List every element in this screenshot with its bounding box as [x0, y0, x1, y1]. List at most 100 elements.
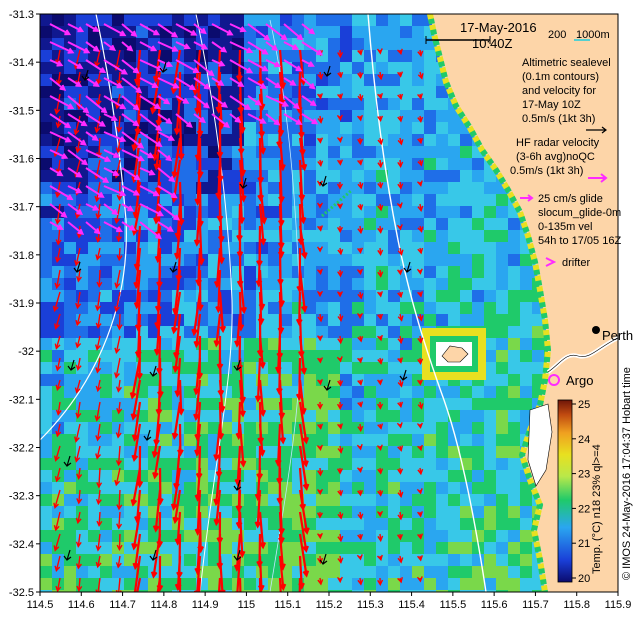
- altimetry-arrow: [254, 489, 262, 529]
- drifter-vector: [323, 379, 332, 391]
- altimetry-arrow: [356, 554, 363, 561]
- hf-radar-arrow: [121, 131, 145, 149]
- sst-cell: [364, 218, 376, 230]
- sst-cell: [88, 302, 100, 314]
- sst-cell: [364, 386, 376, 398]
- sst-cell: [304, 122, 316, 134]
- sst-cell: [220, 134, 232, 146]
- sst-cell: [280, 254, 292, 266]
- sst-cell: [496, 266, 508, 278]
- sst-cell: [232, 14, 244, 26]
- hf-radar-arrow: [103, 59, 129, 75]
- sst-cell: [40, 326, 52, 338]
- sst-cell: [532, 362, 544, 374]
- sst-cell: [100, 518, 112, 530]
- sst-cell: [244, 122, 256, 134]
- hf-radar-arrow: [103, 203, 119, 216]
- altimetry-arrow: [336, 356, 343, 363]
- sst-cell: [148, 398, 160, 410]
- hf-radar-arrow: [67, 23, 85, 33]
- sst-cell: [292, 266, 304, 278]
- credit-text: © IMOS 24-May-2016 17:04:37 Hobart time: [621, 367, 633, 580]
- sst-cell: [304, 326, 316, 338]
- sst-cell: [160, 458, 172, 470]
- sst-cell: [328, 506, 340, 518]
- sst-cell: [472, 590, 484, 592]
- sst-cell: [40, 542, 52, 554]
- sst-cell: [172, 590, 184, 592]
- sst-cell: [112, 494, 124, 506]
- altimetry-arrow: [356, 466, 363, 474]
- sst-cell: [448, 134, 460, 146]
- altimetry-arrow: [357, 379, 364, 386]
- sst-cell: [340, 422, 352, 434]
- hf-radar-arrow: [283, 113, 303, 125]
- sst-cell: [244, 206, 256, 218]
- sst-cell: [76, 242, 88, 254]
- sst-cell: [100, 242, 112, 254]
- sst-cell: [412, 590, 424, 592]
- sst-cell: [220, 350, 232, 362]
- sst-cell: [208, 218, 220, 230]
- altimetry-arrow: [116, 511, 123, 530]
- sst-cell: [220, 14, 232, 26]
- sst-cell: [496, 374, 508, 386]
- sst-cell: [412, 542, 424, 554]
- sst-cell: [160, 542, 172, 554]
- sst-cell: [400, 362, 412, 374]
- sst-cell: [508, 566, 520, 578]
- hf-radar-arrow: [175, 59, 200, 73]
- hf-radar-arrow: [157, 203, 180, 221]
- sst-cell: [460, 302, 472, 314]
- hf-radar-arrow: [85, 185, 105, 198]
- sst-cell: [436, 446, 448, 458]
- sst-cell: [352, 434, 364, 446]
- sst-cell: [304, 494, 316, 506]
- sst-cell: [388, 386, 400, 398]
- sst-cell: [196, 14, 208, 26]
- sst-cell: [436, 422, 448, 434]
- sst-cell: [40, 290, 52, 302]
- sst-cell: [340, 338, 352, 350]
- altimetry-arrow: [156, 577, 162, 592]
- colorbar-tick-label: 24: [578, 434, 590, 446]
- sst-cell: [400, 278, 412, 290]
- altimetry-arrow: [171, 401, 182, 440]
- sst-cell: [400, 230, 412, 242]
- hf-radar-arrow: [211, 23, 234, 36]
- sst-cell: [400, 530, 412, 542]
- sst-cell: [400, 542, 412, 554]
- sst-cell: [328, 290, 340, 302]
- sst-cell: [328, 422, 340, 434]
- altimetry-arrow: [317, 467, 324, 477]
- sst-cell: [340, 326, 352, 338]
- sst-cell: [40, 182, 52, 194]
- hf-radar-arrow: [67, 113, 88, 127]
- hf-radar-arrow: [265, 95, 290, 107]
- sst-cell: [484, 254, 496, 266]
- sst-cell: [52, 158, 64, 170]
- sst-cell: [436, 230, 448, 242]
- sst-cell: [160, 14, 172, 26]
- title-time: 10:40Z: [472, 36, 513, 51]
- altimetry-arrow: [238, 511, 246, 559]
- sst-cell: [532, 338, 544, 350]
- sst-cell: [76, 194, 88, 206]
- sst-cell: [112, 14, 124, 26]
- sst-cell: [100, 50, 112, 62]
- sst-cell: [520, 554, 532, 566]
- sst-cell: [100, 290, 112, 302]
- sst-cell: [472, 470, 484, 482]
- altimetry-arrow: [377, 313, 384, 321]
- sst-cell: [280, 494, 292, 506]
- sst-cell: [400, 470, 412, 482]
- sst-cell: [100, 434, 112, 446]
- sst-cell: [472, 266, 484, 278]
- sst-cell: [460, 446, 472, 458]
- sst-cell: [376, 446, 388, 458]
- sst-cell: [424, 530, 436, 542]
- sst-cell: [184, 578, 196, 590]
- sst-cell: [340, 122, 352, 134]
- sst-cell: [40, 146, 52, 158]
- altimetry-arrow: [357, 93, 364, 102]
